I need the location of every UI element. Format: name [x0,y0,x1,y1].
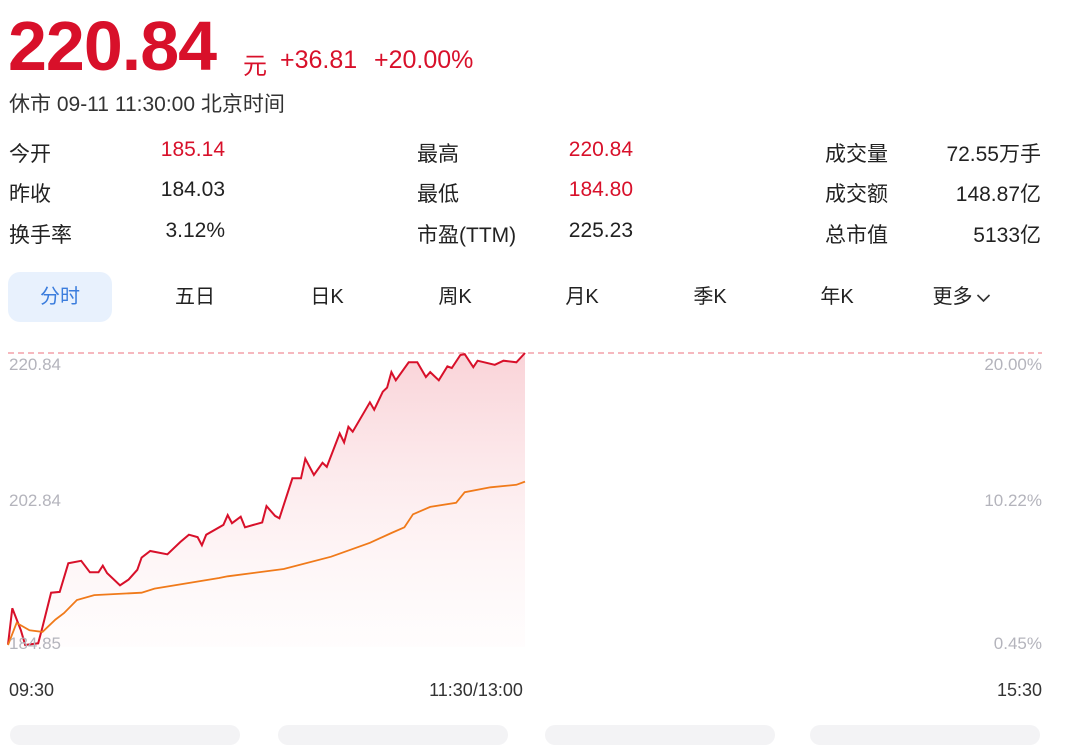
x-tick: 15:30 [997,680,1042,700]
stat-label: 昨收 [9,183,51,206]
tab-2[interactable]: 日K [310,272,343,322]
stat-value: 5133亿 [973,224,1041,247]
chevron-down-icon [973,286,992,308]
tab-label: 分时 [40,286,80,308]
x-tick: 09:30 [9,680,54,700]
y-right-tick: 10.22% [984,491,1042,510]
tab-5[interactable]: 季K [693,272,726,322]
x-tick: 11:30/13:00 [429,680,523,700]
tab-3[interactable]: 周K [438,272,471,322]
price-area [8,353,525,647]
bottom-card[interactable] [545,725,775,745]
bottom-card[interactable] [278,725,508,745]
tab-label: 更多 [932,286,973,308]
stat-label: 换手率 [9,224,72,247]
y-right-tick: 0.45% [994,634,1042,653]
tab-label: 周K [438,286,472,308]
stat-label: 最低 [417,183,459,206]
price-change-percent: +20.00% [374,46,474,74]
stat-value: 220.84 [568,138,633,161]
tab-4[interactable]: 月K [565,272,598,322]
tab-1[interactable]: 五日 [175,272,215,322]
tab-label: 日K [310,286,344,308]
price-unit: 元 [243,53,267,80]
stat-label: 市盈(TTM) [417,224,517,247]
current-price: 220.84 [8,7,217,85]
tab-label: 季K [693,286,727,308]
stat-value: 185.14 [160,138,225,161]
stat-label: 总市值 [825,224,888,247]
stat-value: 225.23 [568,219,633,242]
stat-value: 72.55万手 [946,143,1041,166]
tab-7[interactable]: 更多 [933,272,992,322]
y-left-tick: 220.84 [9,355,61,374]
price-change: +36.81 [280,46,358,74]
stat-label: 今开 [9,143,51,166]
stat-value: 184.03 [160,178,225,201]
stat-value: 184.80 [568,178,633,201]
bottom-card[interactable] [10,725,240,745]
tab-label: 月K [565,286,599,308]
tab-0[interactable]: 分时 [8,272,112,322]
tab-6[interactable]: 年K [820,272,853,322]
y-right-tick: 20.00% [984,355,1042,374]
stat-value: 148.87亿 [955,183,1041,206]
stat-value: 3.12% [165,219,225,242]
average-price-line [7,480,526,646]
stat-label: 成交额 [825,183,888,206]
market-status: 休市 09-11 11:30:00 北京时间 [9,93,285,116]
tab-label: 五日 [175,286,215,308]
intraday-chart: 220.84 202.84 184.85 20.00% 10.22% 0.45% 09:30… [7,352,1042,700]
y-left-tick: 202.84 [9,491,61,510]
tab-label: 年K [820,286,854,308]
bottom-card[interactable] [810,725,1040,745]
price-line [7,352,526,647]
stat-label: 最高 [417,143,459,166]
y-left-tick: 184.85 [9,634,61,653]
stat-label: 成交量 [825,143,888,166]
